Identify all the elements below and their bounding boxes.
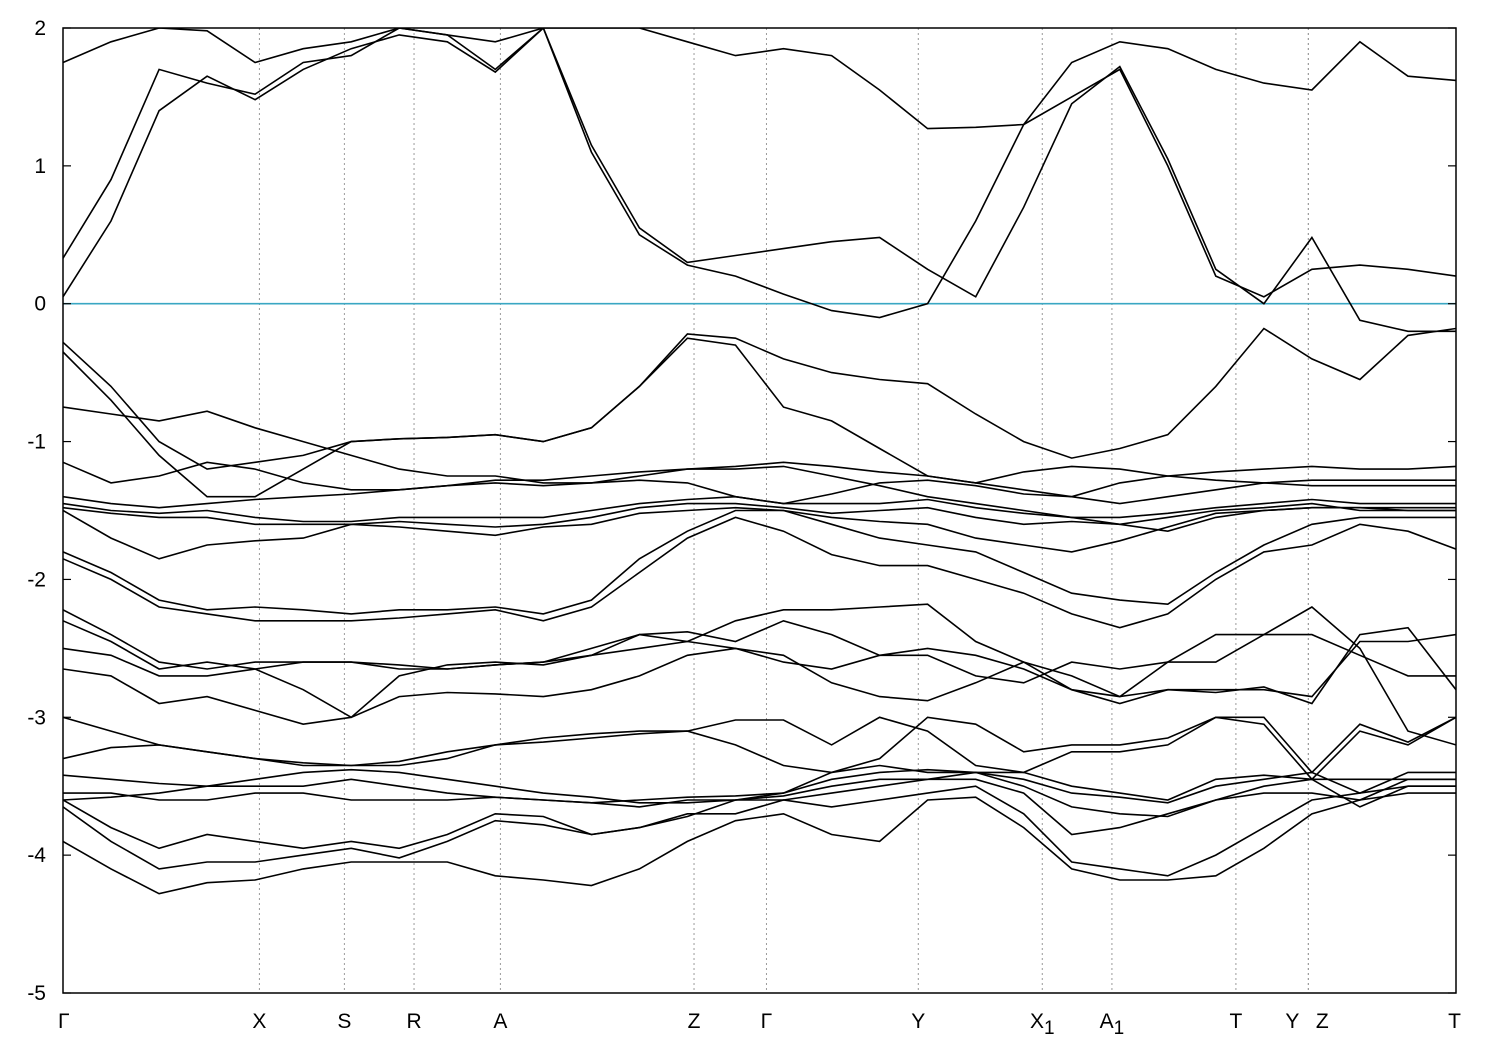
- band-line-5: [63, 768, 1456, 804]
- band-line-4: [63, 771, 1456, 818]
- kpoint-label: A: [493, 1010, 507, 1033]
- band-line-21: [63, 327, 1456, 470]
- band-line-12: [63, 603, 1456, 746]
- y-tick-label: -4: [27, 844, 46, 867]
- band-line-13: [63, 516, 1456, 629]
- kpoint-label: A1: [1100, 1010, 1125, 1039]
- kpoint-label: S: [337, 1010, 351, 1033]
- band-line-15: [63, 506, 1456, 560]
- kpoint-label: X1: [1030, 1010, 1055, 1039]
- band-line-14: [63, 509, 1456, 615]
- y-tick-label: -5: [27, 982, 46, 1005]
- band-lines: [63, 28, 1456, 895]
- band-line-19: [63, 461, 1456, 491]
- y-tick-label: -3: [27, 706, 46, 729]
- band-line-11: [63, 619, 1456, 719]
- kpoint-label: Y: [911, 1010, 925, 1033]
- y-tick-label: 0: [34, 293, 46, 316]
- band-line-22: [63, 406, 1456, 533]
- y-tick-label: -2: [27, 568, 46, 591]
- y-tick-label: 1: [34, 155, 46, 178]
- y-tick-label: -1: [27, 431, 46, 454]
- band-line-16: [63, 502, 1456, 528]
- kpoint-label: Z: [688, 1010, 701, 1033]
- y-axis-tick-labels: 2 1 0 -1 -2 -3 -4 -5: [27, 17, 1456, 1005]
- band-line-18: [63, 479, 1456, 509]
- band-line-23: [63, 28, 1456, 319]
- plot-frame: [62, 27, 1457, 994]
- band-line-7: [63, 716, 1456, 781]
- kpoint-label: Y: [1285, 1010, 1299, 1033]
- kpoint-label: T: [1448, 1010, 1461, 1033]
- y-tick-label: 2: [34, 17, 46, 40]
- band-line-6: [63, 764, 1456, 804]
- band-line-24: [63, 28, 1456, 333]
- kpoint-grid-lines: [258, 28, 1309, 993]
- band-line-10: [63, 633, 1456, 705]
- band-line-25: [63, 28, 1456, 130]
- band-line-2: [63, 785, 1456, 877]
- kpoint-labels: Γ X S R A Z Γ Y X1 A1 T Y Z T: [58, 1010, 1461, 1039]
- kpoint-label: Z: [1316, 1010, 1329, 1033]
- kpoint-label: R: [406, 1010, 421, 1033]
- kpoint-label: Γ: [761, 1010, 773, 1033]
- kpoint-label: T: [1229, 1010, 1242, 1033]
- kpoint-label: Γ: [58, 1010, 70, 1033]
- band-line-8: [63, 716, 1456, 774]
- kpoint-label: X: [252, 1010, 266, 1033]
- band-line-1: [63, 792, 1456, 895]
- band-line-20: [63, 337, 1456, 498]
- band-line-3: [63, 778, 1456, 850]
- band-line-9: [63, 626, 1456, 726]
